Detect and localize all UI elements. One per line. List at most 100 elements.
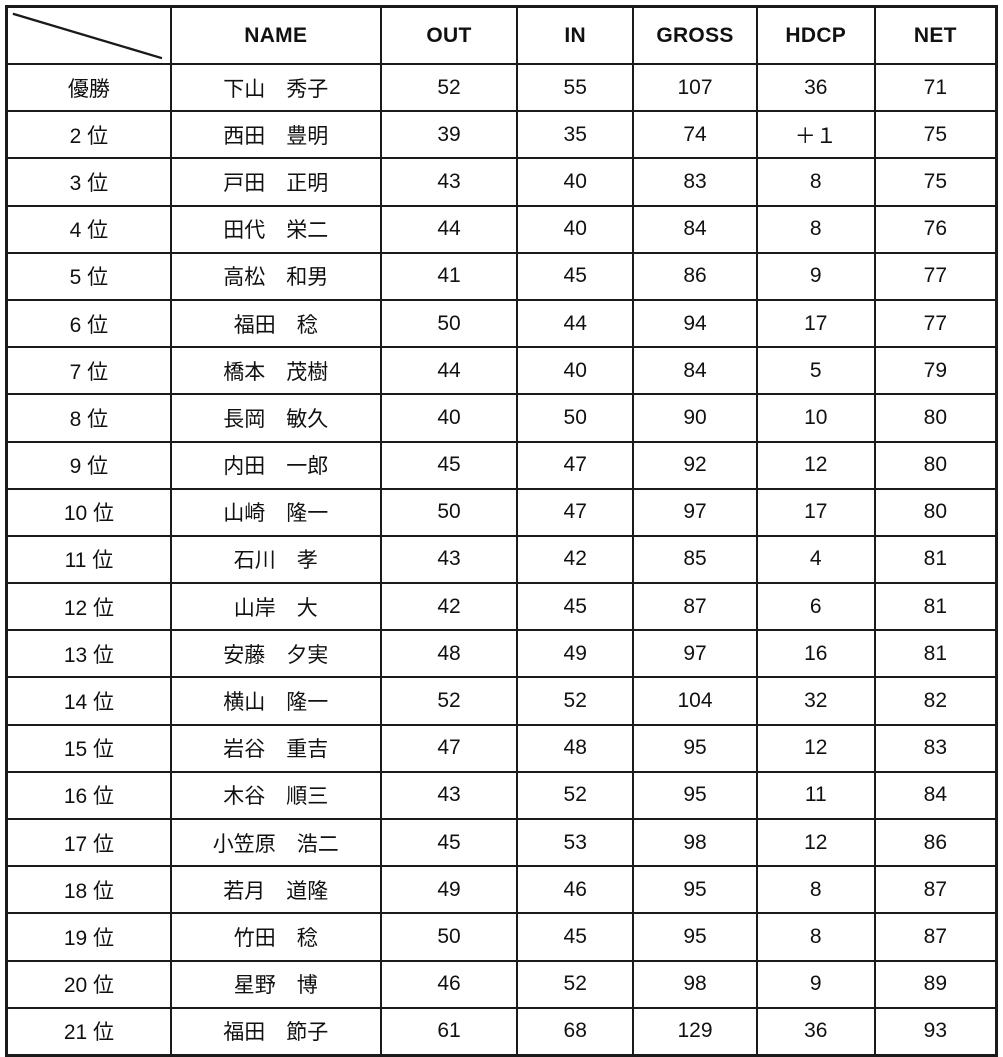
out-cell: 44 xyxy=(379,204,519,254)
header-row: NAME OUT IN GROSS HDCP NET xyxy=(5,5,998,65)
in-cell: 52 xyxy=(516,676,635,726)
hdcp-cell: 16 xyxy=(755,629,876,679)
gross-cell: 98 xyxy=(632,817,758,868)
out-cell: 61 xyxy=(379,1006,519,1057)
rank-cell: 4 位 xyxy=(5,204,172,254)
out-cell: 43 xyxy=(379,770,519,821)
name-cell: 木谷 順三 xyxy=(169,770,382,821)
in-cell: 46 xyxy=(516,865,635,915)
out-cell: 41 xyxy=(379,251,519,301)
column-header-gross: GROSS xyxy=(632,5,758,65)
table-row: 9 位内田 一郎 45 47 92 12 80 xyxy=(5,440,998,490)
in-cell: 53 xyxy=(516,817,635,868)
net-cell: 80 xyxy=(873,393,998,443)
rank-cell: 9 位 xyxy=(5,440,172,490)
table-row: 17 位小笠原 浩二 45 53 98 12 86 xyxy=(5,817,998,868)
name-cell: 若月 道隆 xyxy=(169,865,382,915)
net-cell: 71 xyxy=(873,62,998,113)
rank-cell: 13 位 xyxy=(5,629,172,679)
out-cell: 52 xyxy=(379,676,519,726)
net-cell: 75 xyxy=(873,110,998,160)
rank-cell: 14 位 xyxy=(5,676,172,726)
hdcp-cell: 8 xyxy=(755,912,876,962)
rank-cell: 2 位 xyxy=(5,110,172,160)
table-body: 優勝 下山 秀子 52 55 107 36 71 2 位西田 豊明 39 35 74 ＋１ 75 3 位戸… xyxy=(5,62,998,1057)
name-cell: 橋本 茂樹 xyxy=(169,346,382,396)
name-cell: 竹田 稔 xyxy=(169,912,382,962)
hdcp-cell: 36 xyxy=(755,62,876,113)
name-cell: 戸田 正明 xyxy=(169,157,382,207)
name-cell: 石川 孝 xyxy=(169,534,382,585)
net-cell: 87 xyxy=(873,865,998,915)
net-cell: 81 xyxy=(873,629,998,679)
net-cell: 84 xyxy=(873,770,998,821)
hdcp-cell: 17 xyxy=(755,298,876,349)
in-cell: 40 xyxy=(516,346,635,396)
name-cell: 福田 節子 xyxy=(169,1006,382,1057)
in-cell: 35 xyxy=(516,110,635,160)
gross-cell: 98 xyxy=(632,959,758,1009)
hdcp-cell: 6 xyxy=(755,582,876,632)
rank-cell: 17 位 xyxy=(5,817,172,868)
net-cell: 81 xyxy=(873,534,998,585)
gross-cell: 85 xyxy=(632,534,758,585)
net-cell: 86 xyxy=(873,817,998,868)
out-cell: 45 xyxy=(379,817,519,868)
name-cell: 星野 博 xyxy=(169,959,382,1009)
in-cell: 40 xyxy=(516,204,635,254)
net-cell: 81 xyxy=(873,582,998,632)
rank-cell: 15 位 xyxy=(5,723,172,773)
name-cell: 山崎 隆一 xyxy=(169,487,382,537)
table-row: 4 位田代 栄二 44 40 84 8 76 xyxy=(5,204,998,254)
rank-cell: 10 位 xyxy=(5,487,172,537)
gross-cell: 95 xyxy=(632,912,758,962)
name-cell: 山岸 大 xyxy=(169,582,382,632)
name-cell: 西田 豊明 xyxy=(169,110,382,160)
out-cell: 50 xyxy=(379,298,519,349)
net-cell: 79 xyxy=(873,346,998,396)
hdcp-cell: 9 xyxy=(755,959,876,1009)
hdcp-cell: 8 xyxy=(755,865,876,915)
out-cell: 45 xyxy=(379,440,519,490)
name-cell: 岩谷 重吉 xyxy=(169,723,382,773)
name-cell: 横山 隆一 xyxy=(169,676,382,726)
rank-cell: 12 位 xyxy=(5,582,172,632)
gross-cell: 83 xyxy=(632,157,758,207)
table-row: 6 位福田 稔 50 44 94 17 77 xyxy=(5,298,998,349)
hdcp-cell: 11 xyxy=(755,770,876,821)
rank-cell: 18 位 xyxy=(5,865,172,915)
in-cell: 45 xyxy=(516,912,635,962)
out-cell: 52 xyxy=(379,62,519,113)
gross-cell: 95 xyxy=(632,770,758,821)
hdcp-cell: 36 xyxy=(755,1006,876,1057)
name-cell: 田代 栄二 xyxy=(169,204,382,254)
gross-cell: 97 xyxy=(632,629,758,679)
gross-cell: 107 xyxy=(632,62,758,113)
net-cell: 82 xyxy=(873,676,998,726)
out-cell: 47 xyxy=(379,723,519,773)
results-page: NAME OUT IN GROSS HDCP NET 優勝 下山 秀子 52 55 10… xyxy=(5,5,998,1057)
rank-cell: 19 位 xyxy=(5,912,172,962)
gross-cell: 94 xyxy=(632,298,758,349)
out-cell: 49 xyxy=(379,865,519,915)
rank-cell: 8 位 xyxy=(5,393,172,443)
name-cell: 高松 和男 xyxy=(169,251,382,301)
table-row: 14 位横山 隆一 52 52 104 32 82 xyxy=(5,676,998,726)
rank-cell: 7 位 xyxy=(5,346,172,396)
hdcp-cell: 8 xyxy=(755,157,876,207)
table-row: 3 位戸田 正明 43 40 83 8 75 xyxy=(5,157,998,207)
in-cell: 47 xyxy=(516,440,635,490)
in-cell: 40 xyxy=(516,157,635,207)
hdcp-cell: 32 xyxy=(755,676,876,726)
column-header-in: IN xyxy=(516,5,635,65)
name-cell: 福田 稔 xyxy=(169,298,382,349)
table-row: 16 位木谷 順三 43 52 95 11 84 xyxy=(5,770,998,821)
gross-cell: 97 xyxy=(632,487,758,537)
diagonal-line-icon xyxy=(12,12,163,60)
hdcp-cell: 17 xyxy=(755,487,876,537)
net-cell: 80 xyxy=(873,487,998,537)
table-row: 5 位高松 和男 41 45 86 9 77 xyxy=(5,251,998,301)
net-cell: 83 xyxy=(873,723,998,773)
out-cell: 42 xyxy=(379,582,519,632)
table-row: 10 位山崎 隆一 50 47 97 17 80 xyxy=(5,487,998,537)
